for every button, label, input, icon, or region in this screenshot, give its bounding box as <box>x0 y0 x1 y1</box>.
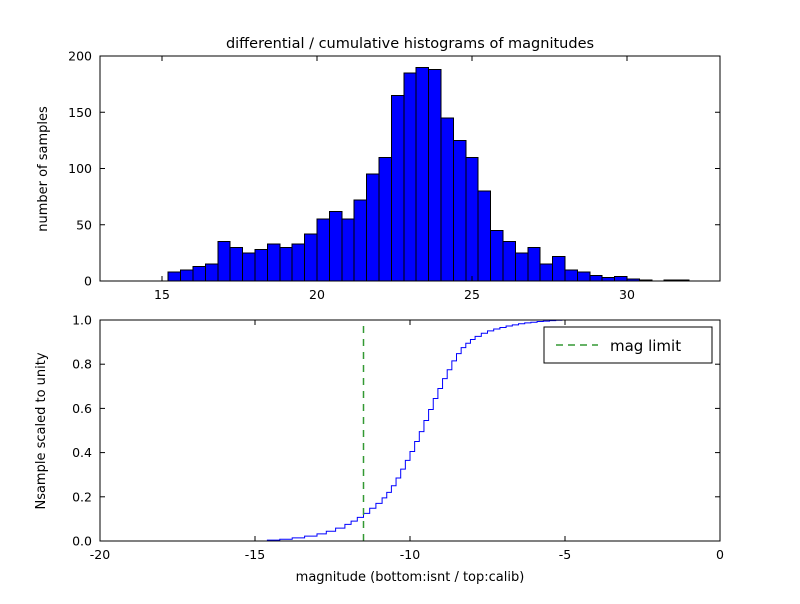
histogram-bar <box>242 252 256 282</box>
x-tick-label: -15 <box>245 547 265 562</box>
histogram-bar <box>304 233 318 282</box>
histogram-bar <box>428 69 442 282</box>
histogram-bar <box>353 199 368 282</box>
y-tick-label: 150 <box>68 105 92 120</box>
histogram-bar <box>366 173 380 282</box>
histogram-bar <box>279 246 293 282</box>
histogram-bar <box>552 255 566 282</box>
cumulative-line <box>100 319 720 542</box>
histogram-bar <box>589 274 603 282</box>
y-tick-label: 0.6 <box>72 401 92 416</box>
histogram-bar <box>490 229 504 282</box>
histogram-bar <box>291 243 306 282</box>
axes-frame <box>99 55 721 282</box>
histogram-bars <box>167 66 690 282</box>
histogram-bar <box>564 269 578 282</box>
histogram-bar <box>390 94 405 282</box>
y-tick-label: 0.0 <box>72 534 92 549</box>
axes-frame <box>99 319 721 542</box>
histogram-bar <box>514 252 529 282</box>
y-tick-label: 1.0 <box>72 313 92 328</box>
y-tick-label: 0 <box>84 274 92 289</box>
histogram-bar <box>477 190 492 282</box>
figure-title: differential / cumulative histograms of … <box>226 36 594 52</box>
histogram-bar <box>378 156 392 282</box>
histogram-bar <box>576 271 591 282</box>
x-tick-label: -20 <box>90 547 110 562</box>
bottom-ylabel: Nsample scaled to unity <box>34 352 49 509</box>
histogram-bar <box>254 249 268 282</box>
histogram-bar <box>204 263 219 282</box>
histogram-bar <box>229 246 244 282</box>
x-tick-label: -10 <box>400 547 420 562</box>
histogram-bar <box>465 156 479 282</box>
x-tick-label: 30 <box>619 287 635 302</box>
y-tick-label: 100 <box>68 161 92 176</box>
bottom-xlabel: magnitude (bottom:isnt / top:calib) <box>296 570 525 585</box>
x-tick-label: 20 <box>309 287 325 302</box>
histogram-bar <box>440 117 454 282</box>
histogram-bar <box>403 72 417 282</box>
histogram-bar <box>614 276 628 282</box>
histogram-bar <box>539 263 554 282</box>
histogram-bar <box>167 271 182 282</box>
x-tick-label: -5 <box>559 547 571 562</box>
legend-label: mag limit <box>610 337 681 355</box>
cumulative-panel: -20 -15 -10 -5 0 0.0 0.2 0.4 0.6 0.8 1.0 <box>72 313 724 563</box>
histogram-bar <box>415 66 430 282</box>
histogram-bar <box>328 210 343 282</box>
y-tick-label: 0.4 <box>72 445 92 460</box>
histogram-bar <box>266 243 281 282</box>
histogram-bar <box>180 269 194 282</box>
histogram-panel: 15 20 25 30 0 50 100 150 200 <box>68 49 721 302</box>
y-tick-label: 0.8 <box>72 357 92 372</box>
histogram-bar <box>341 218 355 282</box>
y-tick-label: 0.2 <box>72 489 92 504</box>
x-tick-label: 15 <box>154 287 170 302</box>
histogram-bar <box>527 246 541 282</box>
top-ylabel: number of samples <box>36 106 51 232</box>
histogram-bar <box>217 241 231 282</box>
x-tick-label: 25 <box>464 287 480 302</box>
histogram-bar <box>502 241 516 282</box>
histogram-bar <box>316 218 330 282</box>
histogram-bar <box>192 265 206 282</box>
legend: mag limit <box>543 326 713 364</box>
y-tick-label: 50 <box>76 217 92 232</box>
histogram-bar <box>601 277 616 282</box>
histogram-bar <box>452 139 467 282</box>
x-tick-label: 0 <box>716 547 724 562</box>
y-tick-label: 200 <box>68 49 92 64</box>
